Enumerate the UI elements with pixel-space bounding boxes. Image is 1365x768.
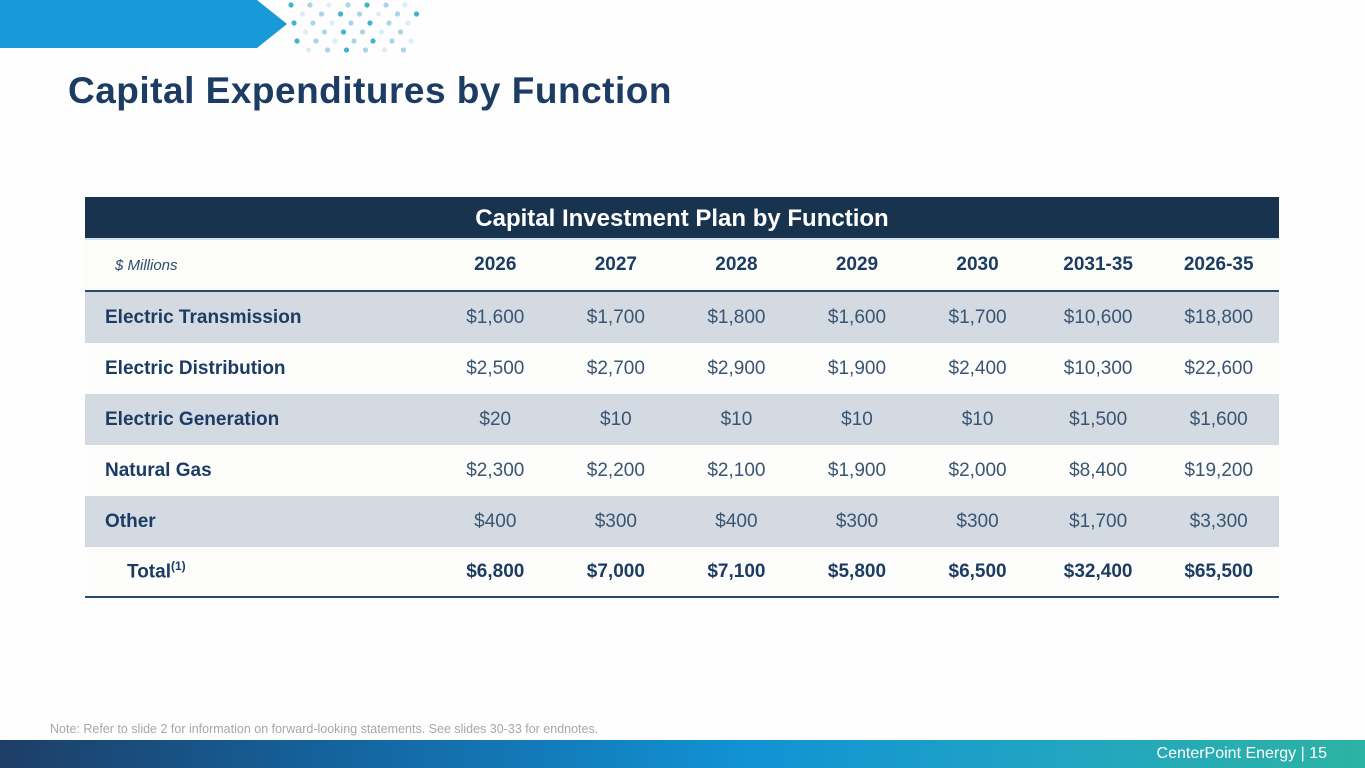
dots-pattern <box>288 2 420 53</box>
page-title: Capital Expenditures by Function <box>68 70 672 111</box>
row-label: Electric Generation <box>105 408 280 430</box>
value-cell: $18,800 <box>1184 306 1254 328</box>
total-value-cell: $6,500 <box>948 560 1007 582</box>
value-cell: $400 <box>474 510 517 532</box>
total-value-cell: $7,000 <box>586 560 645 582</box>
footnote: Note: Refer to slide 2 for information o… <box>50 722 599 736</box>
value-cell: $2,700 <box>586 357 645 379</box>
row-label: Other <box>105 510 156 532</box>
value-cell: $400 <box>715 510 758 532</box>
value-cell: $2,400 <box>948 357 1007 379</box>
value-cell: $8,400 <box>1069 459 1128 481</box>
value-cell: $2,200 <box>586 459 645 481</box>
total-value-cell: $65,500 <box>1184 560 1254 582</box>
column-header: 2027 <box>594 254 637 275</box>
footer-bar: CenterPoint Energy | 15 <box>0 740 1365 768</box>
value-cell: $1,900 <box>827 459 887 481</box>
column-header: 2026 <box>474 254 517 275</box>
unit-label: $ Millions <box>115 256 178 274</box>
column-header: 2026-35 <box>1183 254 1254 275</box>
value-cell: $1,900 <box>827 357 887 379</box>
value-cell: $2,100 <box>707 459 766 481</box>
row-label: Electric Distribution <box>105 357 286 379</box>
value-cell: $1,800 <box>707 306 766 328</box>
column-header: 2028 <box>715 254 758 275</box>
table-row: Other $400 $300 $400 $300 $300 $1,700 $3,300 <box>85 496 1279 547</box>
total-label-text: Total <box>127 561 171 583</box>
value-cell: $2,000 <box>948 459 1007 481</box>
value-cell: $1,500 <box>1069 408 1128 430</box>
table-row: Natural Gas $2,300 $2,200 $2,100 $1,900 $2,00… <box>85 445 1279 496</box>
value-cell: $1,700 <box>948 306 1007 328</box>
table-title: Capital Investment Plan by Function <box>85 197 1279 240</box>
value-cell: $1,600 <box>466 306 525 328</box>
total-value-cell: $32,400 <box>1063 560 1133 582</box>
value-cell: $10 <box>600 408 632 430</box>
value-cell: $10 <box>841 408 873 430</box>
value-cell: $1,700 <box>1069 510 1128 532</box>
value-cell: $10 <box>961 408 994 430</box>
value-cell: $1,600 <box>827 306 887 328</box>
total-value-cell: $6,800 <box>466 560 525 582</box>
table-row: Electric Generation $20 $10 $10 $10 $10 $1,500… <box>85 394 1279 445</box>
value-cell: $3,300 <box>1189 510 1248 532</box>
value-cell: $10 <box>720 408 753 430</box>
value-cell: $2,900 <box>707 357 766 379</box>
header-arrow-banner <box>0 0 287 48</box>
value-cell: $300 <box>956 510 999 532</box>
row-label: Natural Gas <box>105 459 212 481</box>
column-header: 2030 <box>956 254 999 275</box>
total-footnote-marker: (1) <box>170 559 186 574</box>
value-cell: $10,300 <box>1063 357 1133 379</box>
value-cell: $2,300 <box>466 459 525 481</box>
table-row: Electric Transmission $1,600 $1,700 $1,800 $… <box>85 292 1279 343</box>
footer-brand-page: CenterPoint Energy | 15 <box>1156 745 1327 762</box>
value-cell: $1,600 <box>1189 408 1248 430</box>
total-value-cell: $7,100 <box>707 560 766 582</box>
value-cell: $22,600 <box>1184 357 1254 379</box>
column-header: 2029 <box>835 254 879 275</box>
value-cell: $2,500 <box>466 357 525 379</box>
value-cell: $300 <box>835 510 879 532</box>
value-cell: $300 <box>594 510 637 532</box>
value-cell: $10,600 <box>1063 306 1133 328</box>
value-cell: $20 <box>479 408 512 430</box>
table-body: Electric Transmission $1,600 $1,700 $1,800 $… <box>85 292 1279 547</box>
column-header: 2031-35 <box>1063 254 1133 275</box>
table-row: Electric Distribution $2,500 $2,700 $2,900 $… <box>85 343 1279 394</box>
capex-table: Capital Investment Plan by Function $ Mi… <box>85 197 1279 598</box>
value-cell: $19,200 <box>1184 459 1254 481</box>
value-cell: $1,700 <box>586 306 645 328</box>
total-label: Total(1) <box>85 559 435 583</box>
row-label: Electric Transmission <box>105 306 302 328</box>
table-total-row: Total(1) $6,800 $7,000 $7,100 $5,800 $6,500 $… <box>85 547 1279 598</box>
total-value-cell: $5,800 <box>827 560 887 582</box>
table-header-row: $ Millions 2026 2027 2028 2029 2030 2031-35 20… <box>85 240 1279 292</box>
